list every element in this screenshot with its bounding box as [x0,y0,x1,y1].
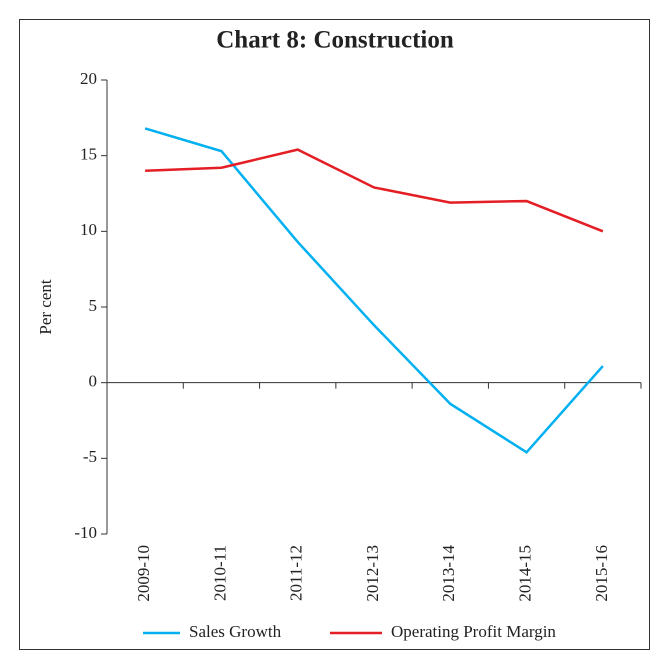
series-line [144,127,604,454]
legend-label: Sales Growth [189,622,282,641]
x-tick-label: 2012-13 [363,545,382,602]
chart-title: Chart 8: Construction [216,27,454,54]
series-line [145,148,604,233]
x-tick-label: 2015-16 [592,545,611,602]
x-tick-label: 2009-10 [134,545,153,602]
y-tick-label: -5 [83,447,97,466]
y-tick-label: 5 [89,296,98,315]
x-tick-label: 2010-11 [210,545,229,601]
x-tick-label: 2014-15 [515,545,534,602]
y-tick-label: 0 [89,372,98,391]
y-tick-label: 10 [80,220,97,239]
legend-label: Operating Profit Margin [391,622,556,641]
y-tick-label: -10 [74,523,97,542]
y-tick-label: 20 [80,69,97,88]
y-tick-label: 15 [80,145,97,164]
y-axis-label: Per cent [36,279,55,335]
frame [19,19,650,650]
x-tick-label: 2011-12 [287,545,306,601]
x-tick-label: 2013-14 [439,545,458,602]
